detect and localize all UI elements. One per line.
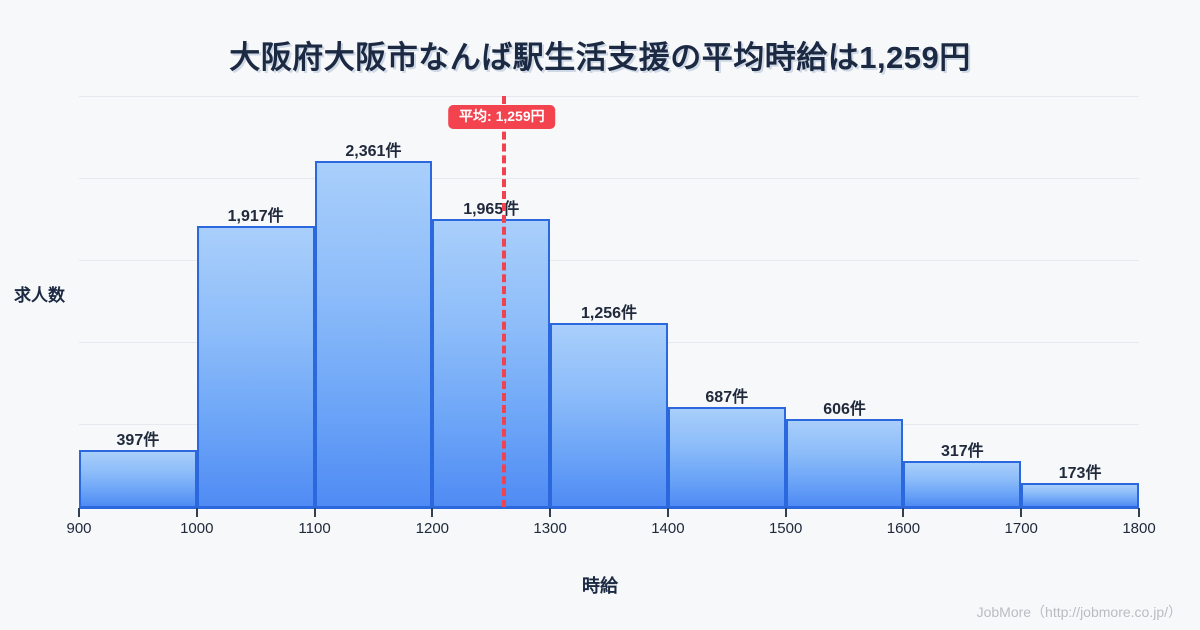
x-axis-tick — [902, 508, 905, 517]
x-axis-tick-label: 900 — [66, 520, 92, 537]
x-axis-tick-label: 1100 — [298, 520, 331, 537]
bar-value-label: 1,965件 — [463, 200, 520, 218]
x-axis-tick — [1138, 508, 1140, 517]
chart-title: 大阪府大阪市なんば駅生活支援の平均時給は1,259円 — [229, 40, 971, 75]
x-axis-tick-label: 1200 — [415, 520, 450, 537]
average-line — [501, 96, 506, 508]
histogram-bar[interactable] — [79, 449, 197, 508]
bar-value-label: 2,361件 — [345, 142, 402, 160]
x-axis-tick-label: 1500 — [768, 520, 803, 537]
bar-value-label: 687件 — [705, 388, 749, 406]
histogram-bar[interactable] — [903, 461, 1022, 508]
x-axis-tick — [549, 508, 552, 517]
x-axis-tick-label: 1800 — [1122, 520, 1156, 537]
x-axis-tick-label: 1000 — [180, 520, 214, 537]
footer-credit: JobMore（http://jobmore.co.jp/） — [976, 604, 1182, 620]
bar-value-label: 1,917件 — [227, 207, 284, 225]
x-axis-tick — [195, 508, 198, 517]
bar-value-label: 606件 — [823, 400, 866, 418]
x-axis-tick-label: 1300 — [533, 520, 567, 537]
x-axis-tick-label: 1400 — [651, 520, 685, 537]
average-badge: 平均: 1,259円 — [448, 105, 556, 129]
x-axis-line — [79, 507, 1139, 509]
histogram-bar[interactable] — [314, 160, 433, 508]
x-axis-tick — [1020, 508, 1023, 517]
bar-value-label: 317件 — [940, 443, 984, 461]
histogram-bar[interactable] — [1021, 482, 1139, 508]
histogram-bar[interactable] — [785, 418, 904, 508]
y-axis-title: 求人数 — [14, 286, 65, 305]
bar-value-label: 397件 — [116, 431, 160, 449]
x-axis-tick-label: 1700 — [1004, 520, 1038, 537]
bar-value-label: 1,256件 — [580, 305, 638, 323]
histogram-bar[interactable] — [550, 323, 668, 508]
x-axis-tick — [784, 508, 787, 517]
x-axis-tick-label: 1600 — [886, 520, 921, 537]
x-axis-tick — [431, 508, 434, 517]
histogram-bar[interactable] — [667, 406, 786, 508]
bar-value-label: 173件 — [1058, 464, 1102, 482]
gridline — [79, 260, 1139, 261]
histogram-bar[interactable] — [432, 218, 551, 508]
plot-area: 397件 1,917件 2,361件 1,965件 1,256件 687件 606件 317件… — [79, 96, 1139, 508]
x-axis-tick — [313, 508, 316, 517]
gridline — [79, 178, 1139, 179]
histogram-bar[interactable] — [196, 225, 315, 508]
x-axis-title: 時給 — [582, 576, 618, 596]
x-axis-tick — [666, 508, 669, 517]
bars-layer: 397件 1,917件 2,361件 1,965件 1,256件 687件 606件 317件… — [79, 96, 1139, 508]
gridline — [79, 96, 1139, 97]
x-axis-tick — [78, 508, 80, 517]
